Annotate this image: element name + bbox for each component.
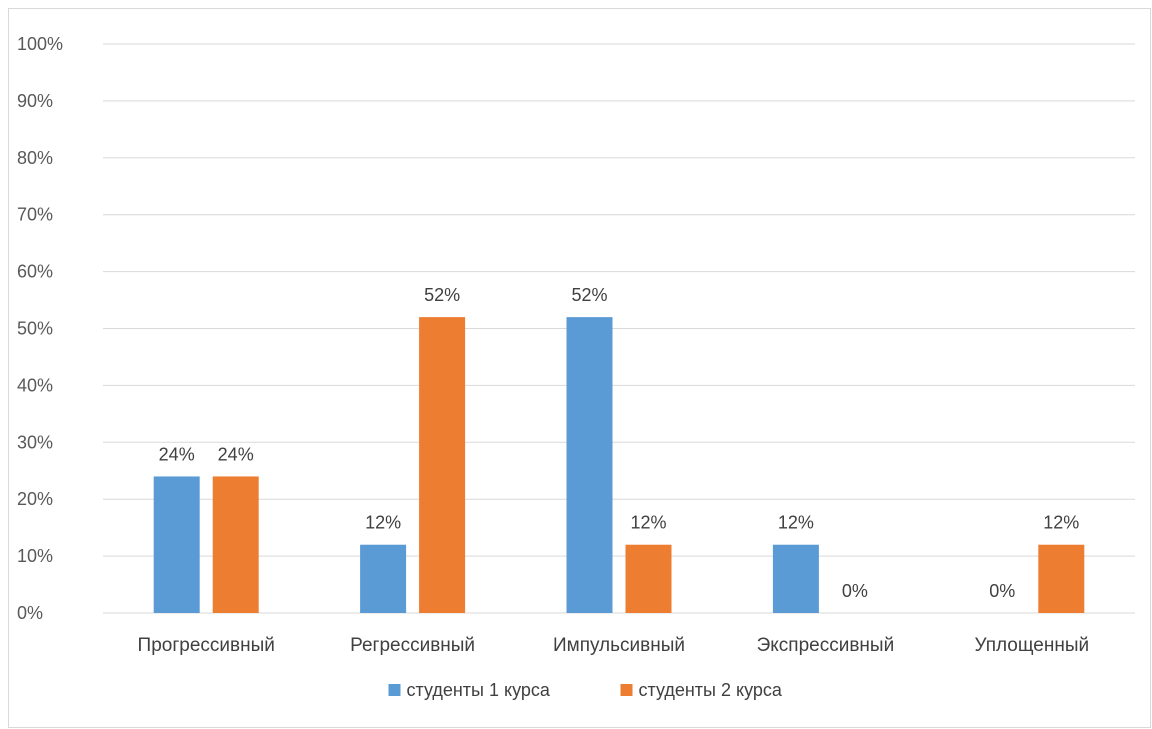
data-labels: 24% 24% 12% 52% 52% 12% 12% 0% 0% 12%: [159, 285, 1080, 601]
data-label: 12%: [778, 513, 814, 533]
data-label: 52%: [571, 285, 607, 305]
bar-1: [360, 544, 407, 613]
legend-swatch-1: [388, 684, 401, 696]
gridlines: [103, 43, 1135, 614]
bar-2: [212, 476, 259, 613]
y-tick-label: 20%: [17, 489, 53, 509]
legend-label-2: студенты 2 курса: [639, 680, 783, 700]
data-label: 24%: [159, 444, 195, 464]
bar-1: [153, 476, 200, 613]
data-label: 24%: [218, 444, 254, 464]
x-category-label: Уплощенный: [974, 635, 1089, 656]
x-category-label: Импульсивный: [553, 635, 685, 656]
y-tick-label: 60%: [17, 262, 53, 282]
bar-chart: 0%10%20%30%40%50%60%70%80%90%100% 24% 24%…: [17, 34, 1135, 700]
bars: [153, 317, 1085, 613]
legend: студенты 1 курса студенты 2 курса: [388, 680, 783, 700]
bar-1: [772, 544, 819, 613]
y-tick-label: 100%: [17, 34, 63, 54]
data-label: 0%: [842, 581, 868, 601]
legend-label-1: студенты 1 курса: [407, 680, 551, 700]
data-label: 12%: [630, 513, 666, 533]
chart-frame: 0% 10% 20% 30% 40% 50% 60% 70% 80% 90% 100% 24% 24%…: [8, 8, 1151, 728]
y-tick-label: 90%: [17, 91, 53, 111]
bar-1: [566, 317, 613, 613]
bar-2: [1038, 544, 1085, 613]
data-label: 12%: [1043, 513, 1079, 533]
y-tick-label: 40%: [17, 375, 53, 395]
y-tick-label: 10%: [17, 546, 53, 566]
y-axis-ticks: 0% 10% 20% 30% 40% 50% 60% 70% 80% 90% 100%: [17, 34, 63, 623]
y-tick-label: 0%: [17, 603, 43, 623]
data-label: 0%: [989, 581, 1015, 601]
data-label: 52%: [424, 285, 460, 305]
bar-2: [625, 544, 672, 613]
bar-2: [419, 317, 466, 613]
legend-swatch-2: [620, 684, 633, 696]
x-axis-categories: Прогрессивный Регрессивный Импульсивный Экс…: [138, 635, 1090, 656]
y-tick-label: 50%: [17, 319, 53, 339]
y-tick-label: 70%: [17, 205, 53, 225]
data-label: 12%: [365, 513, 401, 533]
y-tick-label: 30%: [17, 432, 53, 452]
x-category-label: Регрессивный: [350, 635, 475, 656]
y-tick-label: 80%: [17, 148, 53, 168]
x-category-label: Прогрессивный: [138, 635, 275, 656]
x-category-label: Экспрессивный: [757, 635, 895, 656]
